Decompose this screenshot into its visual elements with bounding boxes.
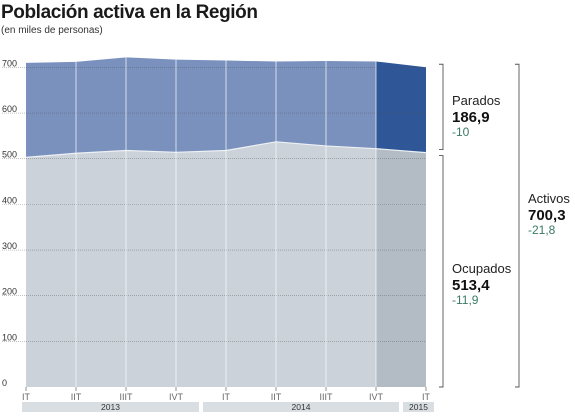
x-tick-label: IIT [71,392,82,402]
parados-change: -10 [452,125,470,140]
x-tick-label: IIIT [320,392,334,402]
activos-label: Activos [528,191,570,206]
ocupados-value: 513,4 [452,276,490,294]
y-tick-label: 700 [2,58,17,68]
ocupados-area-segment [226,141,276,387]
parados-area-segment [126,57,176,153]
x-tick-label: IT [422,392,431,402]
x-tick-label: IT [222,392,231,402]
x-tick-label: IVT [169,392,184,402]
activos-annotation: Activos 700,3 -21,8 [528,191,570,238]
year-band [22,402,199,412]
y-tick-label: 400 [2,195,17,205]
parados-area-segment [326,61,376,149]
y-tick-label: 100 [2,332,17,342]
parados-area-segment [26,61,76,158]
year-band [403,402,434,412]
parados-area-segment [76,57,126,154]
ocupados-label: Ocupados [452,261,512,276]
ocupados-area-segment [26,153,76,387]
parados-value: 186,9 [452,108,490,126]
chart-title: Población activa en la Región [1,2,258,23]
ocupados-area-segment [126,150,176,387]
x-tick-label: IT [22,392,31,402]
year-label: 2015 [409,402,428,412]
ocupados-bracket [439,155,444,388]
ocupados-area-segment [326,145,376,387]
ocupados-change: -11,9 [452,293,479,308]
y-tick-label: 500 [2,150,17,160]
activos-bracket [515,63,520,388]
year-label: 2014 [292,402,311,412]
parados-bracket [439,63,444,151]
ocupados-area-segment [176,150,226,387]
ocupados-area-segment [276,141,326,387]
activos-change: -21,8 [528,223,556,238]
chart-subtitle: (en miles de personas) [1,25,103,36]
year-band [203,402,399,412]
activos-value: 700,3 [528,206,566,224]
parados-area-segment [276,61,326,146]
y-tick-label: 0 [2,378,7,388]
parados-area-segment [176,59,226,153]
year-label: 2013 [101,402,120,412]
parados-area-segment [226,60,276,151]
x-tick-label: IIIT [120,392,134,402]
x-tick-label: IIT [271,392,282,402]
y-tick-label: 300 [2,241,17,251]
ocupados-area-segment [76,150,126,387]
parados-label: Parados [452,93,501,108]
y-tick-label: 600 [2,104,17,114]
x-tick-label: IVT [369,392,384,402]
parados-annotation: Parados 186,9 -10 [452,93,501,140]
parados-area-segment [376,61,426,153]
ocupados-annotation: Ocupados 513,4 -11,9 [452,261,512,308]
y-tick-label: 200 [2,287,17,297]
ocupados-area-segment [376,148,426,387]
